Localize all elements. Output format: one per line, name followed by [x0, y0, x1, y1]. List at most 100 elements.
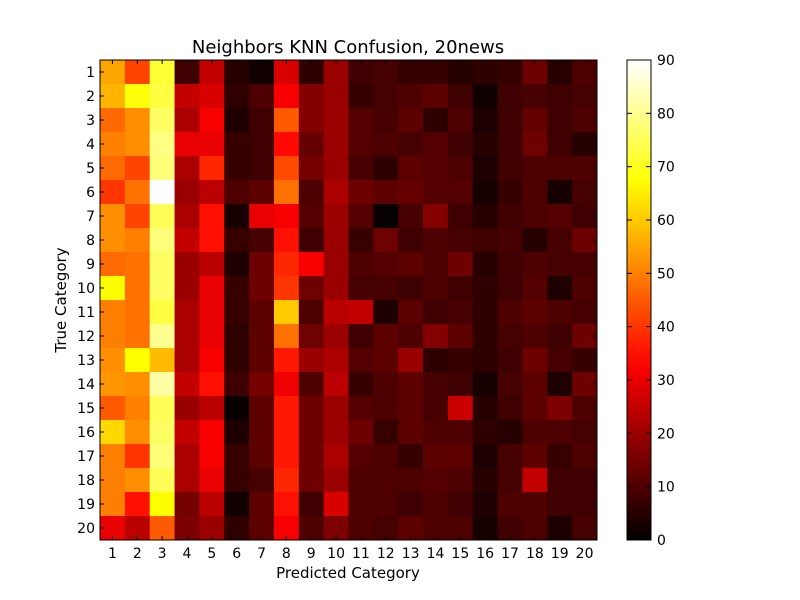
heatmap-cell: [124, 468, 151, 493]
heatmap-cell: [323, 396, 349, 421]
heatmap-cell: [298, 276, 325, 301]
heatmap-cell: [423, 372, 449, 397]
x-tick-label: 12: [377, 546, 395, 562]
heatmap-cell: [199, 108, 225, 133]
heatmap-cell: [373, 132, 399, 157]
heatmap-cell: [149, 276, 175, 301]
heatmap-cell: [124, 300, 151, 325]
x-tick-label: 10: [327, 546, 345, 562]
y-tick-label: 9: [86, 257, 95, 273]
heatmap-cell: [199, 252, 225, 277]
heatmap-cell: [447, 348, 474, 373]
heatmap-cell: [398, 60, 424, 85]
heatmap-cell: [423, 252, 449, 277]
heatmap-cell: [373, 252, 399, 277]
heatmap-cell: [249, 468, 275, 493]
heatmap-cell: [100, 60, 126, 85]
colorbar-tick-label: 60: [657, 213, 675, 229]
heatmap-cell: [547, 492, 573, 517]
heatmap-cell: [124, 324, 151, 349]
heatmap-cell: [497, 252, 523, 277]
heatmap-cell: [323, 372, 349, 397]
heatmap-cell: [522, 396, 548, 421]
heatmap-cell: [398, 84, 424, 109]
heatmap-cell: [398, 108, 424, 133]
heatmap-cell: [547, 60, 573, 85]
heatmap-cell: [273, 108, 300, 133]
heatmap-cell: [522, 204, 548, 229]
heatmap-cell: [423, 444, 449, 469]
heatmap-cell: [497, 180, 523, 205]
heatmap-cell: [224, 132, 250, 157]
heatmap-cell: [174, 252, 200, 277]
heatmap-cell: [199, 420, 225, 445]
heatmap-cell: [472, 108, 498, 133]
heatmap-cell: [124, 108, 151, 133]
heatmap-cell: [447, 252, 474, 277]
heatmap-cell: [100, 492, 126, 517]
heatmap-cell: [298, 396, 325, 421]
heatmap-cell: [298, 156, 325, 181]
x-tick-label: 8: [282, 546, 291, 562]
heatmap-cell: [423, 108, 449, 133]
heatmap-cell: [149, 396, 175, 421]
heatmap-cell: [249, 396, 275, 421]
heatmap-cell: [547, 84, 573, 109]
heatmap-cell: [323, 468, 349, 493]
heatmap-cell: [149, 108, 175, 133]
heatmap-cell: [174, 492, 200, 517]
heatmap-cell: [522, 156, 548, 181]
y-tick-label: 6: [86, 185, 95, 201]
heatmap-cell: [149, 228, 175, 253]
heatmap-cell: [100, 372, 126, 397]
heatmap-cell: [174, 372, 200, 397]
heatmap-cell: [348, 228, 374, 253]
heatmap-cell: [124, 372, 151, 397]
heatmap-cell: [174, 132, 200, 157]
chart-title: Neighbors KNN Confusion, 20news: [192, 37, 504, 58]
x-tick-label: 4: [183, 546, 192, 562]
heatmap-cell: [249, 276, 275, 301]
heatmap-cell: [199, 372, 225, 397]
heatmap-cell: [273, 60, 300, 85]
heatmap-cell: [273, 276, 300, 301]
heatmap-cell: [547, 156, 573, 181]
heatmap-cell: [447, 468, 474, 493]
heatmap-cell: [199, 84, 225, 109]
heatmap-cell: [100, 420, 126, 445]
heatmap-cell: [249, 156, 275, 181]
heatmap-cell: [249, 60, 275, 85]
heatmap-cell: [323, 156, 349, 181]
heatmap-cell: [472, 60, 498, 85]
heatmap-cell: [398, 444, 424, 469]
heatmap-cell: [224, 492, 250, 517]
heatmap-cell: [124, 180, 151, 205]
heatmap-cell: [423, 180, 449, 205]
heatmap-cell: [298, 468, 325, 493]
y-tick-label: 17: [77, 449, 95, 465]
heatmap-cell: [398, 252, 424, 277]
heatmap-cell: [398, 372, 424, 397]
heatmap-cell: [100, 348, 126, 373]
heatmap-cell: [497, 396, 523, 421]
heatmap-cell: [522, 324, 548, 349]
heatmap-cell: [472, 252, 498, 277]
heatmap-cell: [323, 420, 349, 445]
y-tick-label: 12: [77, 329, 95, 345]
y-tick-label: 18: [77, 473, 95, 489]
colorbar: [626, 59, 652, 541]
heatmap-cell: [373, 468, 399, 493]
heatmap-cell: [174, 300, 200, 325]
heatmap-cell: [447, 156, 474, 181]
heatmap-cell: [348, 492, 374, 517]
heatmap-cell: [472, 180, 498, 205]
heatmap-cell: [273, 180, 300, 205]
heatmap-cell: [100, 324, 126, 349]
heatmap-cell: [273, 252, 300, 277]
heatmap-cell: [547, 180, 573, 205]
heatmap-cell: [224, 324, 250, 349]
heatmap-cell: [298, 348, 325, 373]
heatmap-cell: [398, 180, 424, 205]
heatmap-cell: [124, 444, 151, 469]
heatmap-cell: [199, 204, 225, 229]
